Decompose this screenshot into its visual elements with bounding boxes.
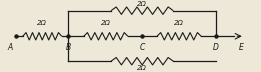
Text: D: D	[213, 43, 219, 52]
Text: 2Ω: 2Ω	[137, 1, 147, 7]
Text: A: A	[7, 43, 13, 52]
Text: E: E	[238, 43, 243, 52]
Text: 2Ω: 2Ω	[137, 65, 147, 71]
Text: C: C	[139, 43, 145, 52]
Text: 2Ω: 2Ω	[174, 20, 184, 26]
Text: B: B	[66, 43, 71, 52]
Text: 2Ω: 2Ω	[101, 20, 111, 26]
Text: 2Ω: 2Ω	[37, 20, 47, 26]
